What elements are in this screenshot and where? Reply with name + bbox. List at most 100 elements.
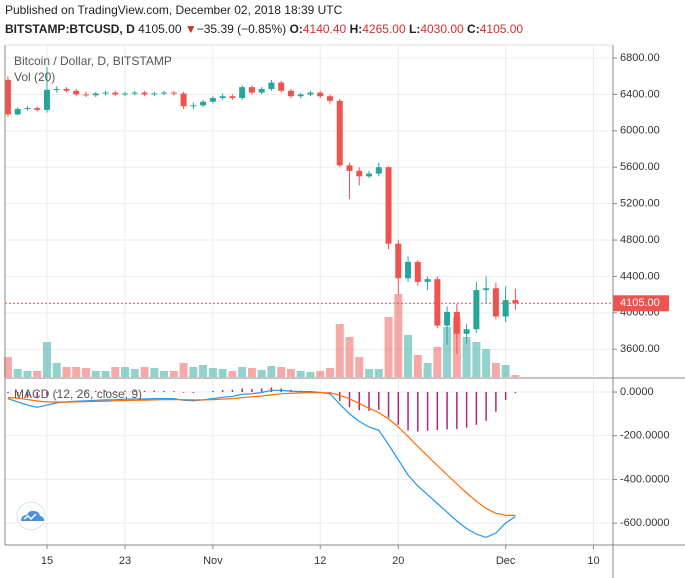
candle-body bbox=[278, 82, 285, 91]
volume-bar bbox=[228, 371, 237, 377]
volume-bar bbox=[443, 327, 452, 377]
volume-bar bbox=[13, 369, 22, 377]
candle-body bbox=[248, 87, 255, 93]
low-label: L: bbox=[409, 22, 420, 36]
candle-body bbox=[219, 96, 226, 99]
candle-body bbox=[63, 88, 70, 91]
candle-body bbox=[141, 92, 148, 95]
candle-body bbox=[229, 96, 236, 99]
volume-bar bbox=[325, 368, 334, 377]
volume-bar bbox=[179, 363, 188, 377]
volume-bar bbox=[247, 368, 256, 377]
y-tick-label: 0.0000 bbox=[620, 386, 654, 398]
symbol: BITSTAMP:BTCUSD, D bbox=[5, 22, 135, 36]
volume-bar bbox=[345, 337, 354, 377]
open: 4140.40 bbox=[303, 22, 347, 36]
x-tick-label: 15 bbox=[41, 555, 53, 567]
volume-bar bbox=[433, 347, 442, 377]
volume-bar bbox=[472, 342, 481, 377]
candle-body bbox=[473, 290, 480, 330]
volume-bar bbox=[491, 363, 500, 377]
y-tick-label: -200.0000 bbox=[620, 430, 670, 442]
candle-body bbox=[24, 108, 31, 110]
volume-bar bbox=[335, 324, 344, 377]
volume-bar bbox=[121, 367, 130, 377]
high: 4265.00 bbox=[362, 22, 406, 36]
candle-body bbox=[395, 243, 402, 279]
candle-body bbox=[131, 92, 138, 94]
candle-body bbox=[180, 93, 187, 107]
volume-bar bbox=[62, 367, 71, 377]
volume-bar bbox=[257, 370, 266, 377]
candle-body bbox=[170, 92, 177, 94]
candle-body bbox=[4, 79, 11, 115]
candle-body bbox=[268, 82, 275, 89]
candle-body bbox=[405, 261, 412, 279]
volume-bar bbox=[365, 369, 374, 377]
candle-body bbox=[483, 288, 490, 291]
x-tick-label: Dec bbox=[496, 555, 516, 567]
volume-bar bbox=[404, 335, 413, 377]
low: 4030.00 bbox=[420, 22, 464, 36]
y-tick-label: -600.0000 bbox=[620, 517, 670, 529]
candle-body bbox=[424, 279, 431, 282]
volume-bar bbox=[111, 367, 120, 377]
candle-body bbox=[366, 173, 373, 177]
y-tick-label: -400.0000 bbox=[620, 473, 670, 485]
candle-body bbox=[43, 89, 50, 110]
candle-body bbox=[73, 90, 80, 95]
candle-body bbox=[356, 170, 363, 177]
volume-bar bbox=[394, 294, 403, 377]
change: −35.39 (−0.85%) bbox=[197, 22, 286, 36]
candle-body bbox=[346, 165, 353, 171]
series-line bbox=[7, 392, 516, 517]
price: 4105.00 bbox=[138, 22, 182, 36]
volume-bar bbox=[296, 371, 305, 377]
logo-line bbox=[23, 513, 37, 521]
candle-body bbox=[297, 94, 304, 97]
x-tick-label: 12 bbox=[314, 555, 326, 567]
candle-body bbox=[453, 311, 460, 334]
x-tick-label: Nov bbox=[203, 555, 223, 567]
candle-body bbox=[287, 90, 294, 97]
y-tick-label: 3600.00 bbox=[620, 343, 660, 355]
close-label: C: bbox=[467, 22, 480, 36]
volume-bar bbox=[52, 363, 61, 377]
x-tick-label: 23 bbox=[119, 555, 131, 567]
volume-bar bbox=[462, 337, 471, 377]
volume-bar bbox=[91, 371, 100, 377]
volume-bar bbox=[306, 372, 315, 377]
last-price-box bbox=[613, 295, 669, 312]
volume-bar bbox=[374, 369, 383, 377]
candle-body bbox=[200, 101, 207, 106]
candle-body bbox=[307, 92, 314, 95]
candle-body bbox=[34, 108, 41, 110]
price-legend: Bitcoin / Dollar, D, BITSTAMP bbox=[14, 54, 172, 68]
candle-body bbox=[83, 94, 90, 96]
candle-body bbox=[92, 93, 99, 96]
candle-body bbox=[326, 96, 333, 101]
volume-bar bbox=[3, 357, 12, 377]
volume-bar bbox=[33, 371, 42, 377]
volume-bar bbox=[189, 367, 198, 377]
volume-bar bbox=[72, 367, 81, 377]
candle-body bbox=[102, 92, 109, 94]
volume-bar bbox=[423, 363, 432, 377]
x-tick-label: 10 bbox=[587, 555, 599, 567]
y-tick-label: 6800.00 bbox=[620, 52, 660, 64]
volume-bar bbox=[169, 371, 178, 377]
candle-body bbox=[209, 98, 216, 102]
y-tick-label: 4800.00 bbox=[620, 234, 660, 246]
published-line: Published on TradingView.com, December 0… bbox=[5, 3, 343, 17]
candle-body bbox=[444, 311, 451, 326]
candle-body bbox=[190, 105, 197, 107]
macd-legend: MACD (12, 26, close, 9) bbox=[14, 387, 142, 401]
volume-bar bbox=[501, 365, 510, 377]
volume-bar bbox=[140, 367, 149, 377]
candle-body bbox=[112, 92, 119, 95]
candle-body bbox=[14, 108, 21, 115]
high-label: H: bbox=[350, 22, 363, 36]
volume-bar bbox=[101, 371, 110, 377]
candle-body bbox=[336, 100, 343, 166]
